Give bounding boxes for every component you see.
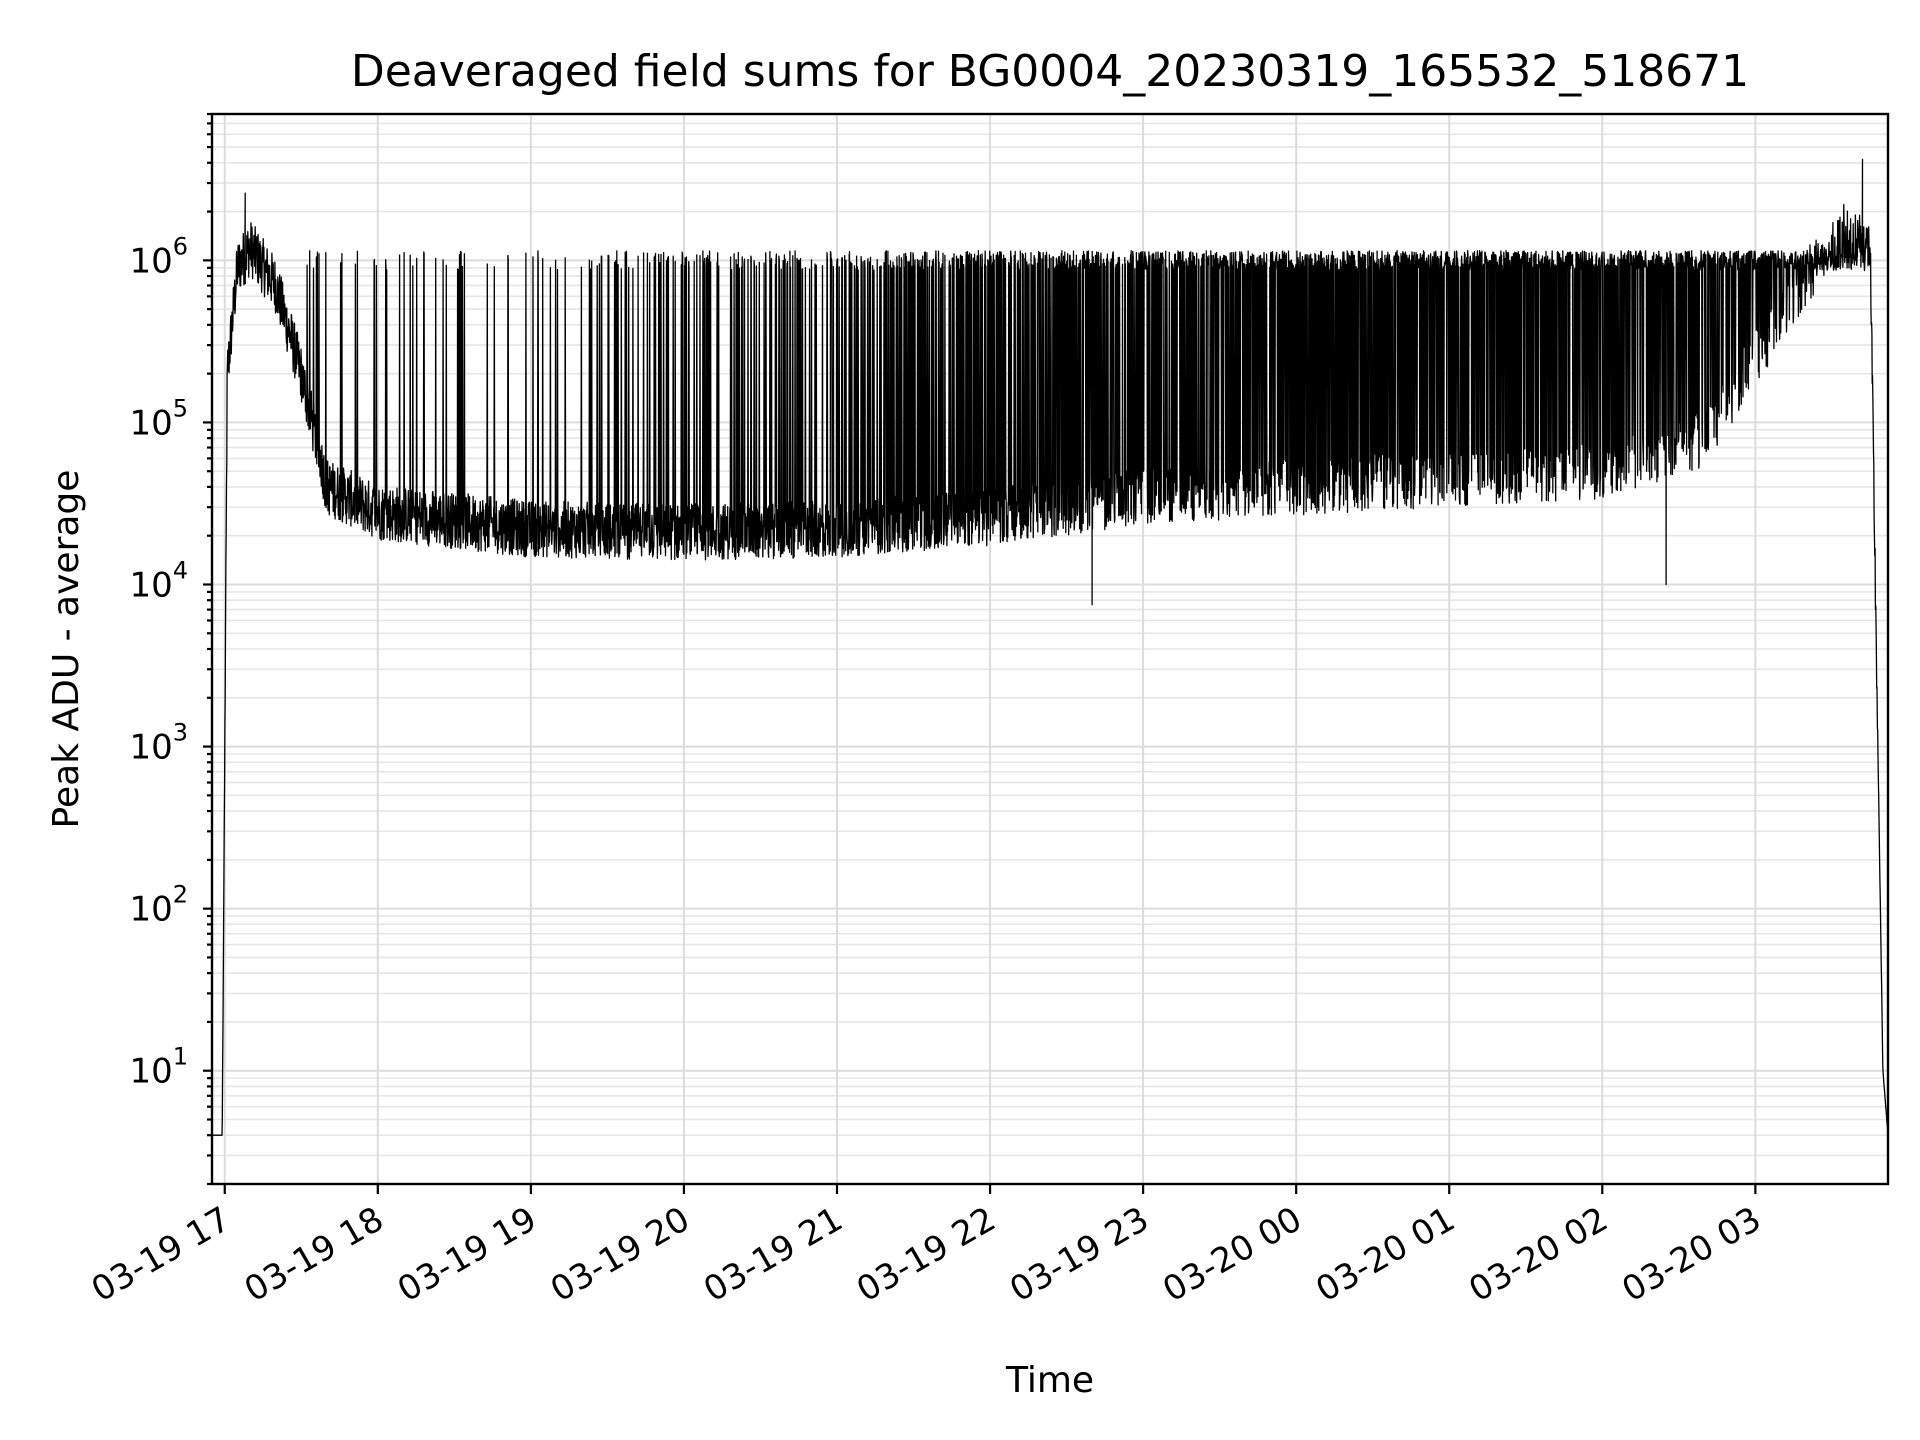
x-tick-label: 03-19 21 [697, 1199, 849, 1310]
x-tick-label: 03-19 19 [391, 1199, 543, 1310]
y-tick-label: 103 [129, 719, 188, 768]
series-layer [211, 158, 1889, 1136]
x-tick-label: 03-19 18 [238, 1199, 390, 1310]
x-axis-label: Time [1005, 1360, 1094, 1401]
y-tick-label: 105 [129, 394, 188, 443]
y-axis-ticks: 101 102 103 104 105 106 [129, 112, 212, 1186]
y-tick-label: 104 [129, 557, 188, 606]
x-tick-label: 03-20 01 [1309, 1199, 1461, 1310]
x-axis-ticks: 03-19 17 03-19 18 03-19 19 03-19 20 03-19 21… [85, 1184, 1768, 1310]
y-axis-label: Peak ADU - average [46, 470, 87, 829]
x-tick-label: 03-19 23 [1003, 1199, 1155, 1310]
y-tick-label: 106 [129, 232, 188, 281]
x-tick-label: 03-19 20 [544, 1199, 696, 1310]
x-tick-label: 03-20 00 [1156, 1199, 1308, 1310]
y-tick-label: 101 [129, 1043, 188, 1092]
x-tick-label: 03-19 17 [85, 1199, 237, 1310]
series-line [211, 158, 1889, 1136]
x-tick-label: 03-20 03 [1615, 1199, 1767, 1310]
chart-title: Deaveraged field sums for BG0004_2023031… [351, 46, 1749, 97]
x-tick-label: 03-19 22 [850, 1199, 1002, 1310]
y-tick-label: 102 [129, 881, 188, 930]
x-tick-label: 03-20 02 [1462, 1199, 1614, 1310]
